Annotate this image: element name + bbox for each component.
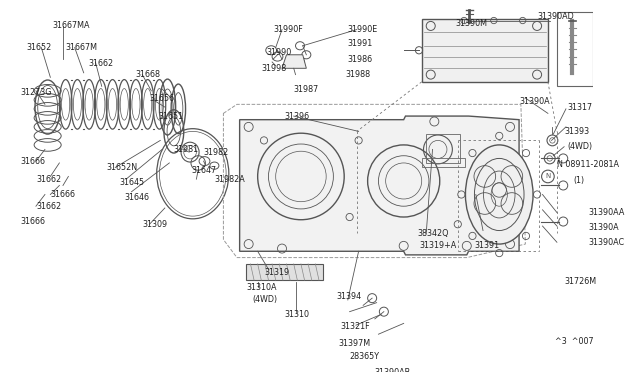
Text: 31390AC: 31390AC <box>588 238 625 247</box>
Text: 31396: 31396 <box>285 112 310 121</box>
Text: 31310: 31310 <box>285 310 310 319</box>
Text: 31309: 31309 <box>142 220 168 229</box>
Polygon shape <box>282 55 307 68</box>
Text: 31310A: 31310A <box>246 283 276 292</box>
Text: 31991: 31991 <box>348 39 373 48</box>
Text: 31990F: 31990F <box>273 25 303 34</box>
Text: 31319+A: 31319+A <box>420 241 457 250</box>
Text: 31981: 31981 <box>174 145 199 154</box>
Text: 31391: 31391 <box>474 241 499 250</box>
Text: 31652: 31652 <box>27 43 52 52</box>
Text: 31662: 31662 <box>88 59 113 68</box>
Text: 31656: 31656 <box>150 93 175 103</box>
Polygon shape <box>239 116 519 255</box>
Text: 31646: 31646 <box>124 193 149 202</box>
Text: 31982A: 31982A <box>214 175 245 184</box>
Text: 31666: 31666 <box>51 190 76 199</box>
Text: 31390A: 31390A <box>588 223 619 232</box>
Polygon shape <box>246 264 323 280</box>
Text: 31998: 31998 <box>261 64 287 73</box>
Text: 31390AA: 31390AA <box>588 208 625 217</box>
Text: 31990: 31990 <box>267 48 292 58</box>
Ellipse shape <box>465 145 533 244</box>
Text: 31390A: 31390A <box>519 97 550 106</box>
Text: 31321F: 31321F <box>340 323 370 331</box>
Text: 31987: 31987 <box>294 84 319 93</box>
Text: ^3  ^007: ^3 ^007 <box>555 337 594 346</box>
Text: 31319: 31319 <box>264 269 289 278</box>
Text: 28365Y: 28365Y <box>349 352 380 361</box>
Text: 38342Q: 38342Q <box>417 229 449 238</box>
Text: 31726M: 31726M <box>564 278 596 286</box>
Text: 31390AD: 31390AD <box>537 12 574 22</box>
Text: 31666: 31666 <box>20 217 45 226</box>
Text: 31988: 31988 <box>345 70 370 79</box>
Text: 31662: 31662 <box>36 202 61 211</box>
Text: 31645: 31645 <box>120 178 145 187</box>
Text: 31390M: 31390M <box>455 19 487 28</box>
Text: 31317: 31317 <box>568 103 593 112</box>
Text: 31397M: 31397M <box>339 339 371 348</box>
Text: (1): (1) <box>573 176 584 186</box>
Text: 31667MA: 31667MA <box>52 20 90 29</box>
Text: N 08911-2081A: N 08911-2081A <box>557 160 619 169</box>
Text: 31652N: 31652N <box>106 163 138 172</box>
Text: (4WD): (4WD) <box>252 295 277 304</box>
Text: N: N <box>545 173 550 179</box>
Text: 31667M: 31667M <box>66 43 98 52</box>
Polygon shape <box>557 12 593 86</box>
Text: 31668: 31668 <box>135 70 160 79</box>
Text: 31990E: 31990E <box>348 25 378 34</box>
Text: 31986: 31986 <box>348 55 373 64</box>
Text: 31662: 31662 <box>36 175 61 184</box>
Text: 31273G: 31273G <box>20 88 52 97</box>
Text: 31393: 31393 <box>564 127 589 136</box>
Text: 31666: 31666 <box>20 157 45 166</box>
Text: 31647: 31647 <box>191 166 216 174</box>
Text: (4WD): (4WD) <box>568 142 593 151</box>
Text: 31394: 31394 <box>336 292 361 301</box>
Text: 31390AB: 31390AB <box>375 368 411 372</box>
Text: 31982: 31982 <box>204 148 229 157</box>
Polygon shape <box>422 19 548 82</box>
Text: 31651: 31651 <box>159 112 184 121</box>
